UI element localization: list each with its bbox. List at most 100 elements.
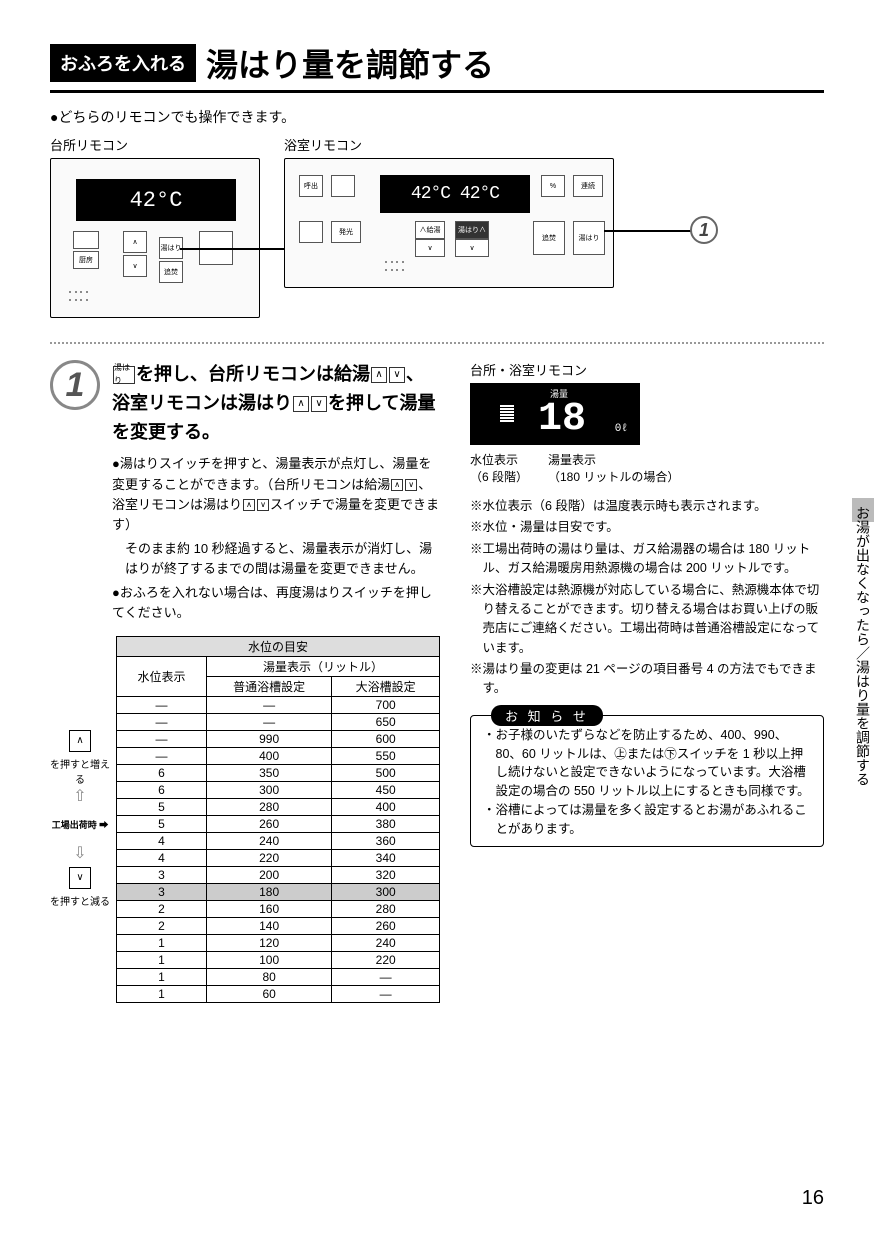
- note-item: ※水位・湯量は目安です。: [470, 518, 824, 537]
- up-arrow-icon: ∧: [69, 730, 91, 752]
- legend-increase: を押すと増える: [50, 756, 110, 786]
- table-cell: 3: [117, 866, 207, 883]
- table-cell: 140: [206, 917, 331, 934]
- up-outline-arrow-icon: ⇧: [50, 786, 110, 806]
- table-cell: 200: [206, 866, 331, 883]
- table-cell: 280: [332, 900, 440, 917]
- table-row: 5280400: [117, 798, 440, 815]
- table-cell: 1: [117, 968, 207, 985]
- table-row: ——700: [117, 696, 440, 713]
- legend-decrease: を押すと減る: [50, 893, 110, 908]
- table-cell: 100: [206, 951, 331, 968]
- table-cell: 1: [117, 934, 207, 951]
- table-cell: 320: [332, 866, 440, 883]
- page-header: おふろを入れる 湯はり量を調節する: [50, 40, 824, 86]
- lcd-value: 18: [538, 397, 586, 442]
- bath-btn-call: 呼出: [299, 175, 323, 197]
- table-cell: 500: [332, 764, 440, 781]
- callout-line: [604, 230, 694, 232]
- step-number-1: 1: [50, 360, 100, 410]
- step-body-2: そのまま約 10 秒経過すると、湯量表示が消灯し、湯はりが終了するまでの間は湯量…: [112, 539, 440, 579]
- table-cell: 300: [206, 781, 331, 798]
- table-cell: 240: [206, 832, 331, 849]
- table-row: 160—: [117, 985, 440, 1002]
- header-rule: [50, 90, 824, 93]
- step-body-1: 湯はりスイッチを押すと、湯量表示が点灯し、湯量を変更することができます。（台所リ…: [112, 454, 440, 535]
- note-item: ※工場出荷時の湯はり量は、ガス給湯器の場合は 180 リットル、ガス給湯暖房用熱…: [470, 540, 824, 579]
- table-row: 1100220: [117, 951, 440, 968]
- speaker-dots-icon: [69, 291, 89, 305]
- bath-btn-yubari-down: ∨: [455, 239, 489, 257]
- table-cell: 60: [206, 985, 331, 1002]
- step-marker-1-bath: 1: [690, 216, 718, 244]
- lcd-unit: 0ℓ: [615, 423, 628, 435]
- legend-factory: 工場出荷時 ➡: [50, 818, 110, 831]
- table-row: 6300450: [117, 781, 440, 798]
- table-row: —990600: [117, 730, 440, 747]
- table-cell: —: [117, 713, 207, 730]
- table-cell: —: [206, 713, 331, 730]
- table-cell: 340: [332, 849, 440, 866]
- yubari-button-icon: 湯はり: [113, 366, 135, 384]
- table-col1: 水位表示: [117, 656, 207, 696]
- kitchen-btn-oidaki: 追焚: [159, 261, 183, 283]
- table-cell: 380: [332, 815, 440, 832]
- intro-text: どちらのリモコンでも操作できます。: [50, 107, 824, 127]
- note-item: ※湯はり量の変更は 21 ページの項目番号 4 の方法でもできます。: [470, 660, 824, 699]
- bath-btn-2: [331, 175, 355, 197]
- water-level-table: 水位の目安 水位表示 湯量表示（リットル） 普通浴槽設定 大浴槽設定 ——700…: [116, 636, 440, 1003]
- right-lcd-wrap: 湯量 18 0ℓ 水位表示 （6 段階） 湯量表示 （180 リットルの場合）: [470, 383, 824, 485]
- table-cell: —: [332, 985, 440, 1002]
- step-body: 湯はりスイッチを押すと、湯量表示が点灯し、湯量を変更することができます。（台所リ…: [112, 454, 440, 623]
- table-cell: 6: [117, 764, 207, 781]
- table-col2-top: 湯量表示（リットル）: [206, 656, 439, 676]
- table-row: 5260380: [117, 815, 440, 832]
- table-cell: —: [117, 730, 207, 747]
- table-row: ——650: [117, 713, 440, 730]
- table-cell: 3: [117, 883, 207, 900]
- bath-btn-yubari-arrow: ∧給湯: [415, 221, 445, 239]
- table-cell: 4: [117, 832, 207, 849]
- bath-btn-yubari2: 湯はり: [573, 221, 605, 255]
- table-cell: 5: [117, 798, 207, 815]
- down-arrow-icon: ∨: [405, 479, 417, 491]
- table-cell: —: [206, 696, 331, 713]
- table-cell: 260: [206, 815, 331, 832]
- remotes-row: 台所リモコン 42°C 厨房 ∧ ∨ 湯はり 追焚 1 浴室リモコン 呼出: [50, 135, 824, 318]
- side-tab: お湯が出なくなったら／湯はり量を調節する: [852, 500, 874, 792]
- table-cell: 280: [206, 798, 331, 815]
- page-number: 16: [802, 1187, 824, 1210]
- notice-item: ・お子様のいたずらなどを防止するため、400、990、80、60 リットルは、㊤…: [483, 726, 811, 801]
- notice-item: ・浴槽によっては湯量を多く設定するとお湯があふれることがあります。: [483, 801, 811, 839]
- up-arrow-icon: ∧: [391, 479, 403, 491]
- bath-btn-yubari-arrow2: ∨: [415, 239, 445, 257]
- bath-btn-4: 発光: [331, 221, 361, 243]
- table-row: 1120240: [117, 934, 440, 951]
- table-cell: 180: [206, 883, 331, 900]
- lcd-cap-right: 湯量表示 （180 リットルの場合）: [548, 451, 679, 485]
- table-row: —400550: [117, 747, 440, 764]
- up-arrow-icon: ∧: [243, 499, 255, 511]
- table-cell: 400: [332, 798, 440, 815]
- table-cell: —: [117, 747, 207, 764]
- table-cell: 220: [332, 951, 440, 968]
- step-body-3: おふろを入れない場合は、再度湯はりスイッチを押してください。: [112, 583, 440, 623]
- table-row: 180—: [117, 968, 440, 985]
- table-cell: 1: [117, 985, 207, 1002]
- table-cell: 80: [206, 968, 331, 985]
- kitchen-remote-label: 台所リモコン: [50, 135, 260, 154]
- table-col2a: 普通浴槽設定: [206, 676, 331, 696]
- bath-remote-box: 呼出 42°C 42°C % 連続 発光 ∧給湯 ∨ 湯はり∧ ∨ 追焚 湯はり: [284, 158, 614, 288]
- notice-box: お 知 ら せ ・お子様のいたずらなどを防止するため、400、990、80、60…: [470, 715, 824, 848]
- bath-btn-yubari: 湯はり∧: [455, 221, 489, 239]
- bath-btn-3: [299, 221, 323, 243]
- down-arrow-icon: ∨: [389, 367, 405, 383]
- table-cell: —: [332, 968, 440, 985]
- notes-list: ※水位表示（6 段階）は温度表示時も表示されます。※水位・湯量は目安です。※工場…: [470, 497, 824, 699]
- right-column: 台所・浴室リモコン 湯量 18 0ℓ 水位表示 （6 段階） 湯量表示 （180…: [470, 360, 824, 1003]
- table-cell: 550: [332, 747, 440, 764]
- table-cell: 300: [332, 883, 440, 900]
- table-cell: 350: [206, 764, 331, 781]
- table-cell: —: [117, 696, 207, 713]
- bath-btn-pct: %: [541, 175, 565, 197]
